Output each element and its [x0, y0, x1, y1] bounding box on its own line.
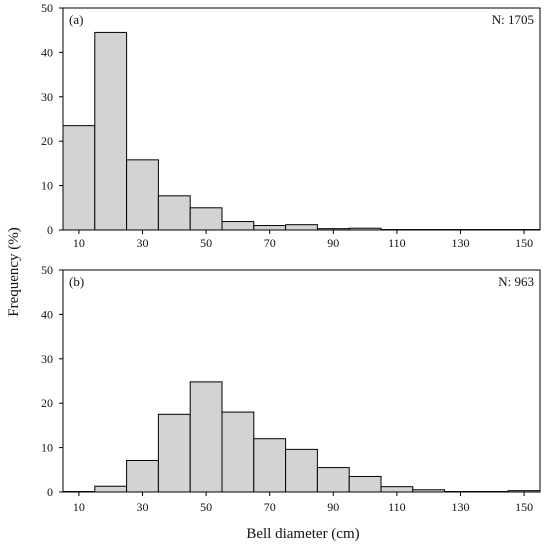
bar-a-2 [126, 159, 159, 231]
y-tick-label-b-0: 0 [47, 485, 53, 499]
y-tick-label-b-4: 40 [41, 307, 53, 321]
y-axis-title: Frequency (%) [6, 227, 22, 317]
bar-a-9 [348, 227, 382, 231]
bar-b-1 [94, 485, 128, 493]
x-tick-label-b-2: 50 [200, 500, 212, 514]
x-tick-label-a-2: 50 [200, 236, 212, 250]
y-tick-label-a-4: 40 [41, 45, 53, 59]
bar-b-10 [380, 486, 414, 493]
bar-b-5 [221, 411, 255, 493]
y-tick-label-a-0: 0 [47, 223, 53, 237]
bar-a-4 [189, 207, 223, 231]
bar-a-0 [62, 125, 96, 231]
bar-b-9 [348, 475, 382, 493]
x-tick-label-b-7: 150 [515, 500, 533, 514]
sample-size-a: N: 1705 [492, 12, 534, 27]
x-axis-title: Bell diameter (cm) [246, 526, 359, 542]
bar-b-14 [507, 490, 541, 493]
panel-b: 0 10 20 30 40 50 10 30 50 70 90 110 130 150 (b) N: 963 [41, 263, 541, 514]
bar-a-8 [316, 228, 350, 231]
y-tick-label-a-5: 50 [41, 1, 53, 15]
bar-b-8 [316, 467, 350, 493]
x-tick-label-a-7: 150 [515, 236, 533, 250]
x-tick-label-b-4: 90 [327, 500, 339, 514]
y-tick-label-a-2: 20 [41, 134, 53, 148]
y-tick-label-a-3: 30 [41, 90, 53, 104]
y-tick-label-b-1: 10 [41, 441, 53, 455]
x-tick-label-b-1: 30 [137, 500, 149, 514]
bar-b-11 [412, 489, 446, 493]
bar-a-1 [94, 31, 128, 231]
sample-size-b: N: 963 [498, 274, 534, 289]
x-tick-label-b-3: 70 [264, 500, 276, 514]
x-tick-label-b-6: 130 [452, 500, 470, 514]
x-tick-label-a-1: 30 [137, 236, 149, 250]
panel-label-b: (b) [69, 274, 84, 289]
bar-b-6 [253, 438, 287, 493]
x-tick-label-b-0: 10 [73, 500, 85, 514]
x-tick-label-b-5: 110 [388, 500, 406, 514]
x-tick-label-a-6: 130 [452, 236, 470, 250]
x-tick-label-a-3: 70 [264, 236, 276, 250]
y-tick-label-a-1: 10 [41, 179, 53, 193]
bar-a-3 [157, 195, 191, 231]
panel-label-a: (a) [69, 12, 83, 27]
bar-b-7 [285, 448, 318, 493]
y-tick-label-b-5: 50 [41, 263, 53, 277]
bar-a-6 [253, 225, 287, 231]
x-tick-label-a-5: 110 [388, 236, 406, 250]
bar-a-7 [285, 224, 318, 231]
panel-a: 0 10 20 30 40 50 10 30 50 70 90 110 130 150 (a) N: 1705 [41, 1, 541, 250]
y-tick-label-b-2: 20 [41, 396, 53, 410]
x-tick-label-a-0: 10 [73, 236, 85, 250]
bar-b-2 [126, 459, 159, 493]
bar-a-5 [221, 221, 255, 231]
bar-b-3 [157, 413, 191, 493]
bar-b-4 [189, 381, 223, 493]
y-tick-label-b-3: 30 [41, 352, 53, 366]
x-tick-label-a-4: 90 [327, 236, 339, 250]
